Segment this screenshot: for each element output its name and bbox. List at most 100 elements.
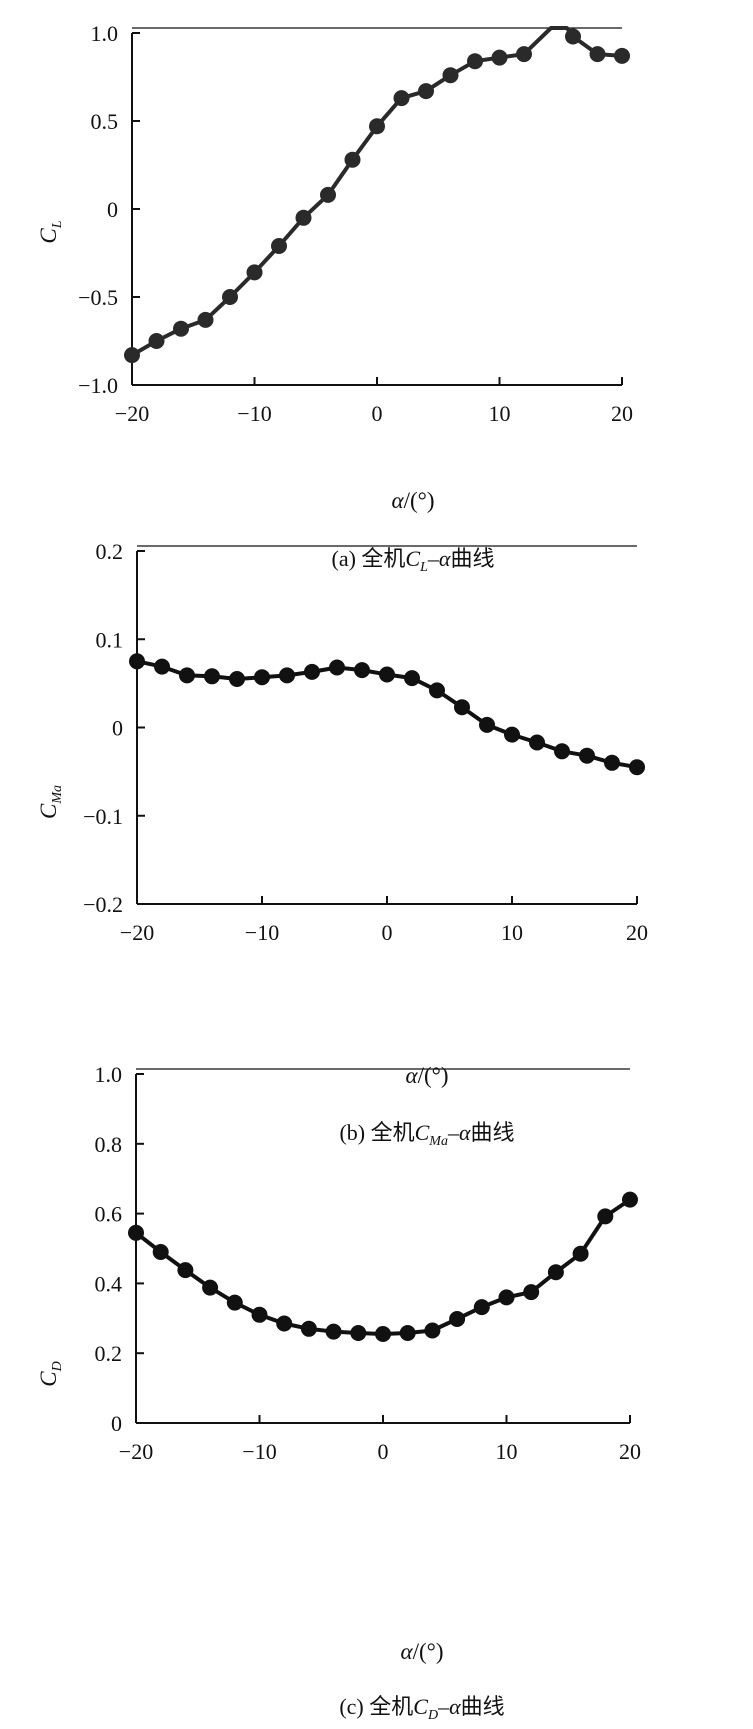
y-axis-label-a: CL xyxy=(36,220,65,243)
data-point-b-10 xyxy=(379,666,395,683)
caption-a: (a) 全机CL–α曲线 xyxy=(332,546,495,575)
data-point-a-2 xyxy=(173,320,189,337)
data-point-a-1 xyxy=(148,333,165,349)
y-axis-label-c: CD xyxy=(36,1361,65,1386)
data-point-c-0 xyxy=(128,1224,144,1241)
data-point-c-6 xyxy=(276,1315,293,1332)
x-tick-label-b-4: 20 xyxy=(626,920,648,945)
x-axis-label-b: α/(°) xyxy=(406,1063,449,1088)
y-tick-label-c-4: 0.8 xyxy=(95,1132,123,1157)
series-line-a xyxy=(131,26,623,357)
data-point-c-7 xyxy=(300,1320,317,1337)
data-point-a-9 xyxy=(344,151,361,168)
data-point-b-11 xyxy=(404,670,420,687)
data-point-a-18 xyxy=(589,46,606,63)
data-point-b-3 xyxy=(204,668,220,685)
data-point-b-19 xyxy=(604,754,620,771)
data-point-c-1 xyxy=(152,1244,169,1260)
data-point-b-6 xyxy=(279,667,295,684)
data-point-c-19 xyxy=(597,1208,614,1225)
data-point-c-4 xyxy=(226,1294,243,1311)
data-point-b-12 xyxy=(429,682,445,699)
data-point-a-5 xyxy=(246,264,263,281)
data-point-b-1 xyxy=(154,658,170,675)
data-point-a-7 xyxy=(295,209,312,226)
y-tick-label-a-4: 1.0 xyxy=(91,21,119,46)
data-point-a-8 xyxy=(320,186,336,203)
data-point-a-15 xyxy=(491,49,508,66)
data-point-c-16 xyxy=(523,1284,540,1301)
data-point-b-0 xyxy=(129,653,145,670)
caption-b: (b) 全机CMa–α曲线 xyxy=(339,1120,514,1149)
x-axis-label-a: α/(°) xyxy=(392,488,435,513)
data-point-a-17 xyxy=(565,28,581,45)
plot-area-b: −0.2 −0.1 0 0.1 0.2 −20 −10 0 10 20 xyxy=(83,539,648,945)
data-point-c-17 xyxy=(547,1264,564,1281)
data-point-a-19 xyxy=(614,47,630,64)
y-axis-label-b: CMa xyxy=(36,785,65,819)
panel-a: −1.0 −0.5 0 0.5 1.0 −20 −10 0 10 20 CL α/(°) (a) … xyxy=(36,21,633,575)
panel-b: −0.2 −0.1 0 0.1 0.2 −20 −10 0 10 20 CMa α/(°) (b)… xyxy=(36,539,648,1149)
x-axis-label-c: α/(°) xyxy=(401,1639,444,1664)
x-tick-label-a-0: −20 xyxy=(115,401,149,426)
data-point-b-14 xyxy=(479,716,495,733)
y-tick-label-b-1: −0.1 xyxy=(83,804,123,829)
data-point-a-10 xyxy=(369,118,385,135)
y-tick-label-b-0: −0.2 xyxy=(83,892,123,917)
data-point-b-16 xyxy=(529,734,545,751)
x-tick-label-a-1: −10 xyxy=(237,401,271,426)
data-point-c-8 xyxy=(325,1323,342,1340)
data-point-a-12 xyxy=(418,83,434,100)
data-point-b-13 xyxy=(454,699,470,716)
data-point-b-9 xyxy=(354,662,370,679)
data-point-a-14 xyxy=(467,53,483,70)
y-tick-label-c-5: 1.0 xyxy=(95,1062,123,1087)
data-point-b-20 xyxy=(629,759,645,776)
y-tick-label-c-3: 0.6 xyxy=(95,1202,123,1227)
data-point-a-0 xyxy=(124,347,140,364)
data-point-b-18 xyxy=(579,747,595,764)
x-tick-label-c-3: 10 xyxy=(496,1439,518,1464)
data-point-b-7 xyxy=(304,663,320,680)
y-tick-label-c-0: 0 xyxy=(111,1411,122,1436)
data-point-a-16 xyxy=(516,46,532,63)
data-point-b-8 xyxy=(329,659,345,676)
data-point-c-9 xyxy=(350,1325,367,1341)
data-point-c-3 xyxy=(202,1279,219,1296)
data-point-c-15 xyxy=(498,1289,515,1306)
data-point-c-13 xyxy=(449,1311,466,1327)
data-point-b-5 xyxy=(254,669,270,686)
x-tick-label-b-3: 10 xyxy=(501,920,523,945)
data-point-b-4 xyxy=(229,671,245,687)
y-tick-label-a-3: 0.5 xyxy=(91,109,119,134)
data-point-c-18 xyxy=(572,1245,589,1262)
y-tick-label-a-1: −0.5 xyxy=(78,285,118,310)
panel-c: 0 0.2 0.4 0.6 0.8 1.0 −20 −10 0 10 20 CD α/(°) (c)… xyxy=(36,1062,641,1723)
y-tick-label-c-1: 0.2 xyxy=(95,1341,123,1366)
data-point-c-10 xyxy=(375,1326,391,1342)
data-point-b-17 xyxy=(554,743,570,760)
x-tick-label-a-3: 10 xyxy=(489,401,511,426)
x-tick-label-b-1: −10 xyxy=(245,920,279,945)
data-point-c-20 xyxy=(622,1191,638,1208)
data-point-a-3 xyxy=(197,311,214,328)
plot-area-c: 0 0.2 0.4 0.6 0.8 1.0 −20 −10 0 10 20 xyxy=(95,1062,642,1464)
data-point-c-11 xyxy=(399,1325,416,1341)
x-tick-label-a-2: 0 xyxy=(372,401,383,426)
data-point-c-5 xyxy=(251,1306,268,1323)
caption-c: (c) 全机CD–α曲线 xyxy=(339,1694,504,1723)
y-tick-label-b-2: 0 xyxy=(112,716,123,741)
y-tick-label-c-2: 0.4 xyxy=(95,1271,123,1296)
data-point-a-13 xyxy=(442,67,459,84)
x-tick-label-b-2: 0 xyxy=(382,920,393,945)
y-tick-label-b-3: 0.1 xyxy=(96,627,124,652)
x-tick-label-b-0: −20 xyxy=(120,920,154,945)
x-tick-label-c-2: 0 xyxy=(378,1439,389,1464)
x-tick-label-c-0: −20 xyxy=(119,1439,153,1464)
y-tick-label-a-2: 0 xyxy=(107,197,118,222)
x-tick-label-c-4: 20 xyxy=(619,1439,641,1464)
data-point-b-15 xyxy=(504,726,520,743)
plot-area-a: −1.0 −0.5 0 0.5 1.0 −20 −10 0 10 20 xyxy=(78,21,633,426)
data-point-a-6 xyxy=(271,238,287,254)
